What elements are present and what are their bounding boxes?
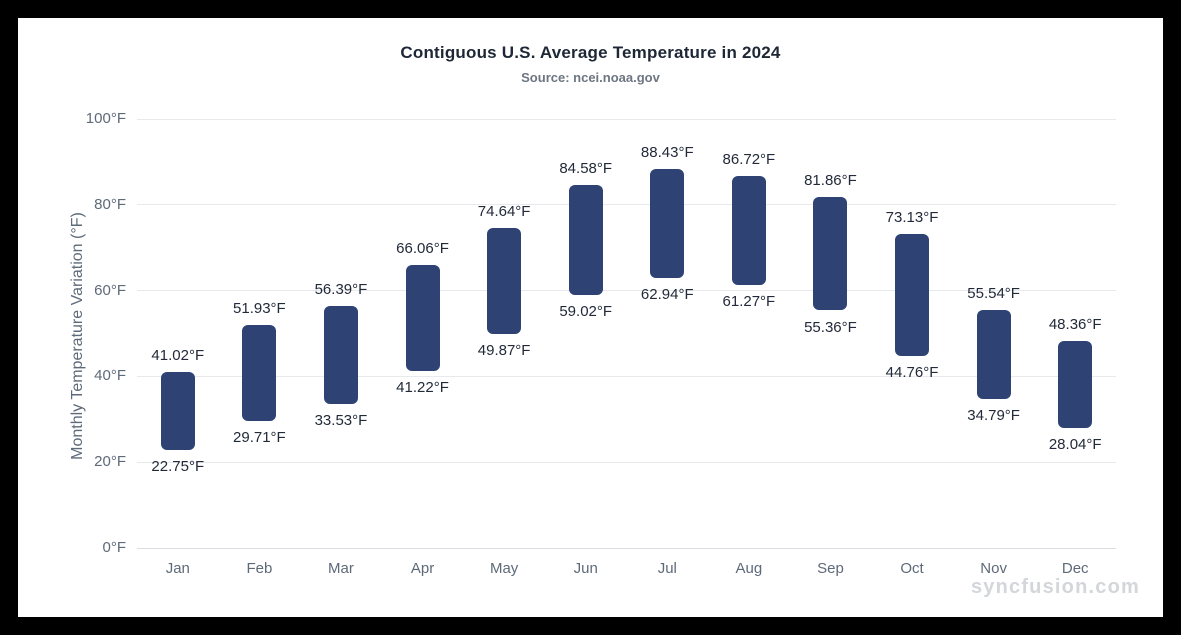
low-value-label: 28.04°F — [1048, 435, 1102, 453]
low-value-label: 44.76°F — [885, 363, 939, 381]
gridline — [137, 290, 1116, 292]
low-value-label: 41.22°F — [396, 379, 449, 397]
chart-title: Contiguous U.S. Average Temperature in 2… — [400, 43, 781, 62]
low-value-label: 62.94°F — [640, 285, 694, 303]
y-axis-tick-label: 0°F — [102, 539, 126, 556]
bar-apr[interactable] — [405, 264, 440, 372]
y-axis-tick-label: 60°F — [94, 281, 126, 299]
chart-canvas: Contiguous U.S. Average Temperature in 2… — [18, 18, 1163, 617]
high-value-label: 48.36°F — [1048, 315, 1102, 333]
low-value-label: 55.36°F — [804, 318, 857, 336]
low-value-label: 34.79°F — [967, 406, 1020, 424]
watermark: syncfusion.com — [970, 576, 1140, 598]
x-axis-label: Apr — [410, 560, 435, 577]
x-axis-label: Jul — [657, 560, 677, 577]
high-value-label: 73.13°F — [885, 209, 939, 227]
x-axis-label: Mar — [328, 560, 354, 577]
x-axis-line — [137, 547, 1116, 549]
y-axis-tick-label: 100°F — [85, 110, 126, 127]
x-axis-label: Nov — [980, 560, 1007, 577]
bar-dec[interactable] — [1058, 340, 1093, 428]
gridline — [137, 375, 1116, 377]
high-value-label: 84.58°F — [559, 160, 613, 178]
low-value-label: 49.87°F — [477, 342, 531, 360]
bar-mar[interactable] — [323, 306, 358, 405]
x-axis-label: Jan — [165, 560, 190, 577]
x-axis-label: Sep — [817, 560, 844, 577]
low-value-label: 59.02°F — [559, 302, 613, 320]
x-axis-label: Dec — [1061, 560, 1089, 577]
y-axis-tick-label: 20°F — [94, 453, 126, 471]
high-value-label: 81.86°F — [804, 171, 857, 189]
bar-may[interactable] — [487, 227, 522, 335]
low-value-label: 61.27°F — [722, 293, 776, 311]
bar-feb[interactable] — [242, 325, 277, 421]
low-value-label: 33.53°F — [314, 412, 368, 430]
bar-jan[interactable] — [160, 372, 195, 451]
low-value-label: 22.75°F — [151, 458, 205, 476]
gridline — [137, 204, 1116, 206]
high-value-label: 41.02°F — [151, 347, 205, 365]
high-value-label: 86.72°F — [722, 150, 776, 168]
bar-aug[interactable] — [731, 175, 766, 286]
x-axis-label: Feb — [246, 560, 273, 577]
bar-jul[interactable] — [650, 168, 685, 278]
high-value-label: 88.43°F — [640, 143, 694, 161]
y-axis-tick-label: 80°F — [94, 195, 126, 213]
gridline — [137, 461, 1116, 463]
bar-jun[interactable] — [568, 185, 603, 295]
bar-sep[interactable] — [813, 196, 848, 311]
plot-area: 0°F 20°F 40°F 60°F 80°F 100°F 41.02°F 22.75°F Ja… — [18, 18, 1163, 617]
high-value-label: 74.64°F — [477, 202, 531, 220]
gridline — [137, 118, 1116, 120]
chart-subtitle: Source: ncei.noaa.gov — [521, 70, 660, 85]
x-axis-label: May — [489, 560, 519, 577]
high-value-label: 56.39°F — [314, 281, 368, 299]
y-axis-tick-label: 40°F — [94, 367, 126, 385]
x-axis-label: Aug — [735, 560, 763, 577]
x-axis-label: Jun — [573, 560, 598, 577]
bar-nov[interactable] — [976, 309, 1011, 399]
high-value-label: 66.06°F — [396, 239, 449, 257]
high-value-label: 51.93°F — [233, 300, 286, 318]
bar-oct[interactable] — [895, 234, 930, 356]
x-axis-label: Oct — [900, 560, 924, 577]
low-value-label: 29.71°F — [233, 428, 286, 446]
high-value-label: 55.54°F — [967, 284, 1020, 302]
